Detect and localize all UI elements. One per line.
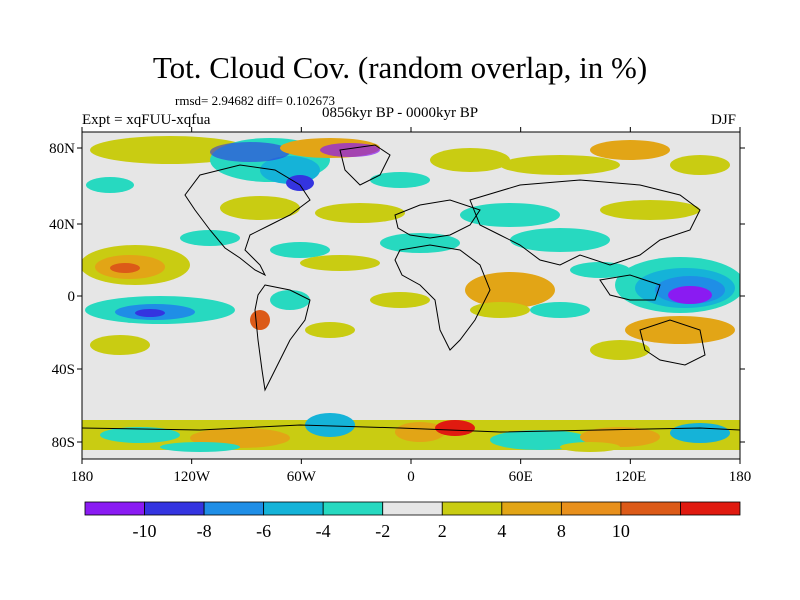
- colorbar-label: -2: [375, 521, 390, 541]
- stats-label: rmsd= 2.94682 diff= 0.102673: [175, 93, 335, 108]
- colorbar-swatch: [560, 501, 622, 516]
- x-tick-label: 60W: [287, 469, 317, 485]
- x-tick-label: 0: [407, 469, 415, 485]
- x-tick-label: 120W: [173, 469, 211, 485]
- colorbar-label: 4: [497, 521, 506, 541]
- y-tick-label: 80N: [49, 141, 75, 157]
- colorbar-label: -4: [316, 521, 331, 541]
- colorbar-swatch: [203, 501, 265, 516]
- y-axis: 80N 40N 0 40S 80S: [49, 141, 745, 451]
- colorbar-label: 8: [557, 521, 566, 541]
- colorbar-swatch: [84, 501, 145, 516]
- colorbar-swatch: [680, 501, 741, 516]
- x-tick-label: 180: [729, 469, 752, 485]
- colorbar-label: 10: [612, 521, 630, 541]
- y-tick-label: 40N: [49, 217, 75, 233]
- colorbar-swatch: [620, 501, 681, 516]
- colorbar-label: -6: [256, 521, 271, 541]
- anomaly-field: [82, 136, 740, 459]
- x-tick-label: 120E: [614, 469, 646, 485]
- x-axis: 180 120W 60W 0 60E 120E 180: [71, 127, 752, 485]
- colorbar: -10 -8 -6 -4 -2 2 4 8 10: [84, 501, 741, 541]
- colorbar-label: -8: [197, 521, 212, 541]
- experiment-label: Expt = xqFUU-xqfua: [82, 112, 211, 128]
- map-title: Tot. Cloud Cov. (random overlap, in %): [152, 50, 648, 85]
- period-label: 0856kyr BP - 0000kyr BP: [322, 105, 479, 121]
- colorbar-swatch: [441, 501, 503, 516]
- colorbar-swatch: [382, 501, 443, 516]
- colorbar-label: 2: [438, 521, 447, 541]
- y-tick-label: 40S: [52, 362, 75, 378]
- colorbar-swatch: [144, 501, 205, 516]
- y-tick-label: 80S: [52, 435, 75, 451]
- coastlines: [82, 144, 740, 433]
- colorbar-label: -10: [133, 521, 157, 541]
- y-tick-label: 0: [68, 289, 76, 305]
- x-tick-label: 180: [71, 469, 94, 485]
- colorbar-swatch: [501, 501, 562, 516]
- colorbar-swatch: [322, 501, 384, 516]
- season-label: DJF: [711, 112, 737, 128]
- map-panel: [82, 132, 740, 459]
- x-tick-label: 60E: [509, 469, 533, 485]
- colorbar-swatch: [263, 501, 324, 516]
